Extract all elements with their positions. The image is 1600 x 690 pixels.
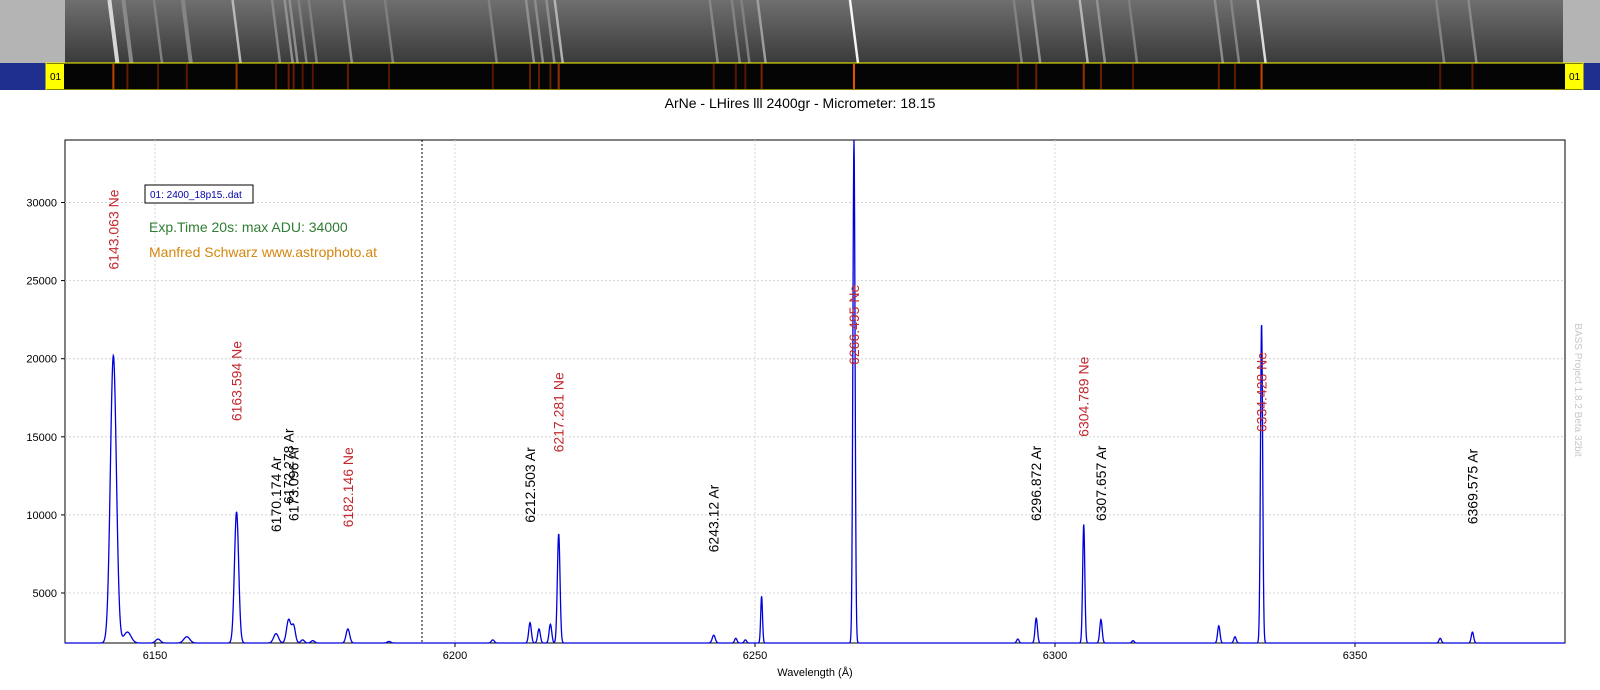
spectrum-band-right: [1583, 63, 1600, 90]
raw-spectrum-line: [487, 0, 499, 64]
raw-spectrum-line: [740, 0, 751, 64]
x-tick-label: 6300: [1043, 650, 1067, 662]
raw-spectrum-line: [533, 0, 545, 64]
raw-spectrum-line: [708, 0, 719, 64]
author-note: Manfred Schwarz www.astrophoto.at: [149, 244, 377, 260]
line-label: 6182.146 Ne: [340, 447, 356, 527]
raw-spectrum-line: [553, 0, 564, 64]
x-tick-label: 6150: [143, 650, 167, 662]
line-label: 6143.063 Ne: [105, 189, 121, 269]
line-labels: 6143.063 Ne 6163.594 Ne 6170.174 Ar6172.27…: [105, 189, 1480, 552]
raw-spectrum-line: [545, 0, 556, 64]
raw-spectrum-line: [1229, 0, 1241, 64]
line-label: 6369.575 Ar: [1464, 448, 1480, 524]
raw-spectrum-line: [1434, 0, 1446, 64]
false-color-lines: [112, 64, 1474, 89]
legend-box: 01: 2400_18p15..dat: [144, 184, 254, 204]
line-label: 6212.503 Ar: [522, 447, 538, 523]
raw-spectrum-line: [730, 0, 742, 64]
right-tag: 01: [1569, 72, 1581, 83]
raw-spectrum-line: [231, 0, 242, 64]
raw-spectrum-line: [1127, 0, 1139, 64]
y-tick-label: 30000: [26, 197, 57, 209]
x-tick-label: 6250: [743, 650, 767, 662]
raw-spectrum-line: [307, 0, 319, 64]
y-tick-label: 15000: [26, 432, 57, 444]
raw-spectrum-line: [107, 0, 120, 64]
line-label: 6334.428 Ne: [1254, 352, 1270, 432]
raw-spectrum-line: [1012, 0, 1024, 64]
line-label: 6170.174 Ar: [268, 456, 284, 532]
y-tick-label: 20000: [26, 354, 57, 366]
raw-spectrum-line: [342, 0, 354, 64]
raw-spectrum-line: [270, 0, 282, 64]
line-label: 6173.096 Ar: [286, 445, 302, 521]
line-label: 6296.872 Ar: [1028, 445, 1044, 521]
raw-spectrum-lines: [107, 0, 1478, 64]
raw-spectrum-line: [1030, 0, 1042, 64]
line-label: 6172.278 Ar: [281, 428, 297, 504]
raw-spectrum-line: [383, 0, 395, 64]
raw-spectrum-line: [1467, 0, 1478, 64]
raw-spectrum-line: [283, 0, 294, 64]
legend-label: 01: 2400_18p15..dat: [150, 190, 242, 201]
x-axis-ticks: 6150 6200 6250 6300 6350: [143, 643, 1367, 662]
chart-title: ArNe - LHires lll 2400gr - Micrometer: 1…: [665, 95, 936, 111]
raw-spectrum-line: [1095, 0, 1107, 64]
x-tick-label: 6200: [443, 650, 467, 662]
raw-spectrum-line: [1213, 0, 1225, 64]
grid-lines: [65, 140, 1565, 643]
raw-spectrum-line: [1078, 0, 1089, 64]
y-tick-label: 10000: [26, 510, 57, 522]
raw-spectrum-line: [297, 0, 308, 64]
raw-spectrum-line: [180, 0, 193, 64]
raw-spectrum-line: [756, 0, 767, 64]
line-label: 6266.495 Ne: [846, 285, 862, 365]
spectrum-band-left: [0, 63, 46, 90]
left-tag-box: [46, 64, 64, 89]
y-tick-label: 25000: [26, 276, 57, 288]
raw-spectrum-line: [1256, 0, 1267, 64]
plot-area: [64, 139, 1566, 644]
raw-spectrum-line: [524, 0, 536, 64]
spectrum-chart: ArNe - LHires lll 2400gr - Micrometer: 1…: [26, 95, 1583, 679]
line-label: 6304.789 Ne: [1076, 356, 1092, 436]
raw-spectrum-line: [121, 0, 134, 64]
spectrum-gray-frame-left: [0, 0, 65, 63]
line-label: 6243.12 Ar: [706, 484, 722, 552]
x-tick-label: 6350: [1343, 650, 1367, 662]
spectrum-image: 01 01: [0, 0, 1600, 90]
spectrum-series-line: [65, 140, 1565, 644]
raw-spectrum-line: [288, 0, 299, 64]
line-label: 6217.281 Ne: [551, 372, 567, 452]
line-label: 6163.594 Ne: [229, 341, 245, 421]
software-watermark: BASS Project 1.8.2 Beta 32bit: [1572, 323, 1583, 457]
raw-spectrum-line: [848, 0, 860, 64]
left-tag: 01: [50, 72, 62, 83]
spectrum-gray-frame-right: [1563, 0, 1600, 63]
raw-spectrum-line: [152, 0, 164, 64]
right-tag-box: [1565, 64, 1583, 89]
x-axis-label: Wavelength (Å): [777, 666, 852, 679]
legend-frame: [144, 184, 254, 204]
y-axis-ticks: 5000 10000 15000 20000 25000 30000: [26, 197, 65, 600]
y-tick-label: 5000: [33, 588, 57, 600]
line-label: 6307.657 Ar: [1093, 445, 1109, 521]
exposure-note: Exp.Time 20s: max ADU: 34000: [149, 219, 348, 235]
